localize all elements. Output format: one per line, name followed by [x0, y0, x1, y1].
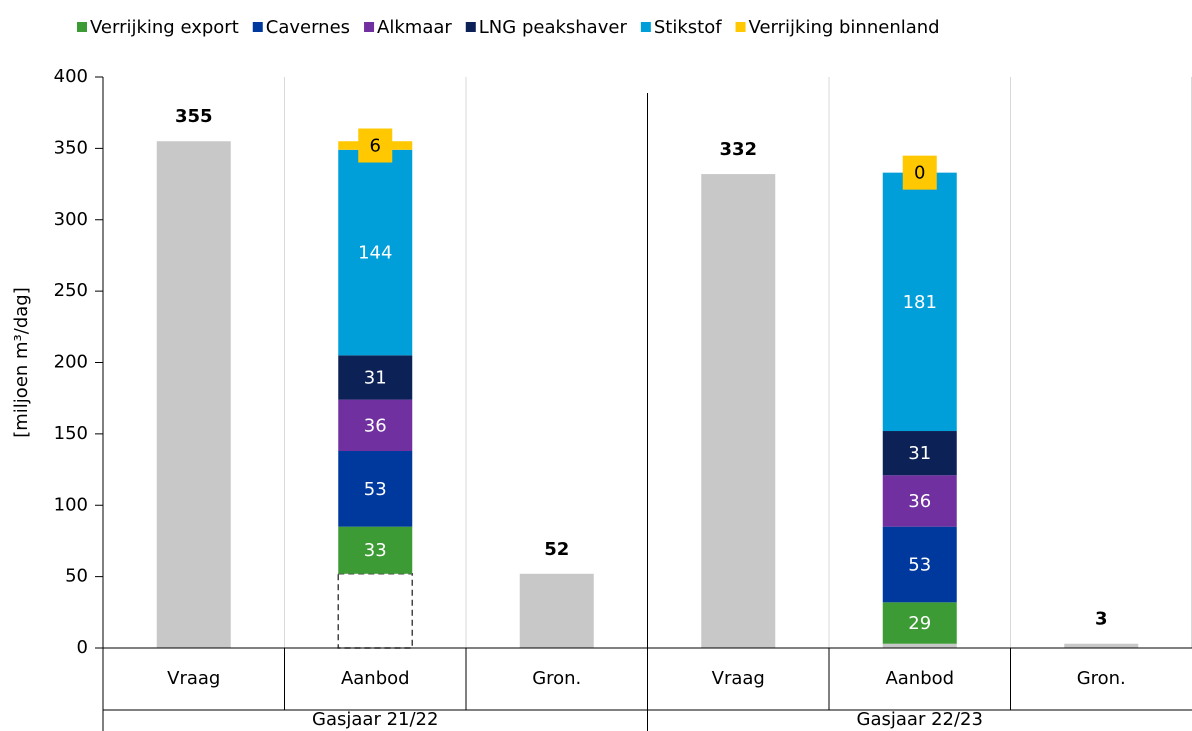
y-tick-label: 100: [54, 494, 88, 515]
label-box: [358, 128, 393, 163]
data-label: 31: [364, 367, 387, 388]
legend-label: Verrijking export: [90, 17, 239, 38]
legend-swatch: [364, 22, 375, 32]
legend-label: Verrijking binnenland: [749, 17, 940, 38]
data-label: 29: [908, 613, 931, 634]
bar-segment: [338, 149, 413, 356]
data-label: 53: [908, 554, 931, 575]
bar-segment: [882, 475, 957, 527]
base-bar: [1064, 643, 1139, 648]
legend-label: Cavernes: [266, 17, 350, 38]
bar-segment: [882, 172, 957, 432]
data-label: 36: [364, 415, 387, 436]
data-label: 144: [358, 243, 392, 264]
base-bar: [156, 141, 231, 649]
legend-label: Alkmaar: [377, 17, 452, 38]
bar-segment: [338, 355, 413, 400]
y-axis-label: [miljoen m³/dag]: [11, 287, 32, 438]
label-box: [902, 155, 937, 190]
y-tick-label: 50: [65, 566, 88, 587]
legend-label: LNG peakshaver: [479, 17, 628, 38]
data-label: 31: [908, 443, 931, 464]
x-tick-label: Vraag: [167, 668, 220, 689]
x-tick-label: Aanbod: [885, 668, 954, 689]
x-tick-label: Gron.: [1077, 668, 1126, 689]
data-label: 52: [544, 539, 569, 560]
legend-swatch: [465, 22, 476, 32]
bar-segment: [338, 526, 413, 574]
base-bar: [701, 174, 776, 648]
y-tick-label: 0: [77, 637, 88, 658]
x-tick-label: Vraag: [712, 668, 765, 689]
legend-swatch: [252, 22, 263, 32]
y-tick-label: 350: [54, 137, 88, 158]
legend-swatch: [77, 22, 87, 32]
y-tick-label: 150: [54, 423, 88, 444]
data-label: 36: [908, 491, 931, 512]
y-tick-label: 250: [54, 280, 88, 301]
x-tick-label: Gron.: [532, 668, 581, 689]
y-tick-label: 300: [54, 209, 88, 230]
y-tick-label: 400: [54, 66, 88, 87]
group-label: Gasjaar 22/23: [857, 709, 983, 730]
base-bar: [519, 573, 594, 648]
data-label: 332: [719, 139, 757, 160]
x-tick-label: Aanbod: [341, 668, 410, 689]
y-tick-label: 200: [54, 352, 88, 373]
data-label: 181: [903, 292, 937, 313]
data-label: 33: [364, 540, 387, 561]
bar-segment: [882, 431, 957, 476]
legend-swatch: [735, 22, 746, 32]
data-label: 53: [364, 479, 387, 500]
legend-label: Stikstof: [654, 17, 722, 38]
base-bar: [882, 643, 957, 648]
base-bar: [337, 573, 413, 649]
bar-segment: [338, 451, 413, 527]
group-label: Gasjaar 21/22: [312, 709, 438, 730]
legend-swatch: [640, 22, 651, 32]
bar-segment: [882, 602, 957, 644]
data-label: 0: [914, 163, 925, 184]
data-label: 6: [370, 136, 381, 157]
bar-segment: [882, 526, 957, 603]
bar-segment: [338, 399, 413, 452]
data-label: 3: [1095, 609, 1108, 630]
data-label: 355: [175, 106, 213, 127]
